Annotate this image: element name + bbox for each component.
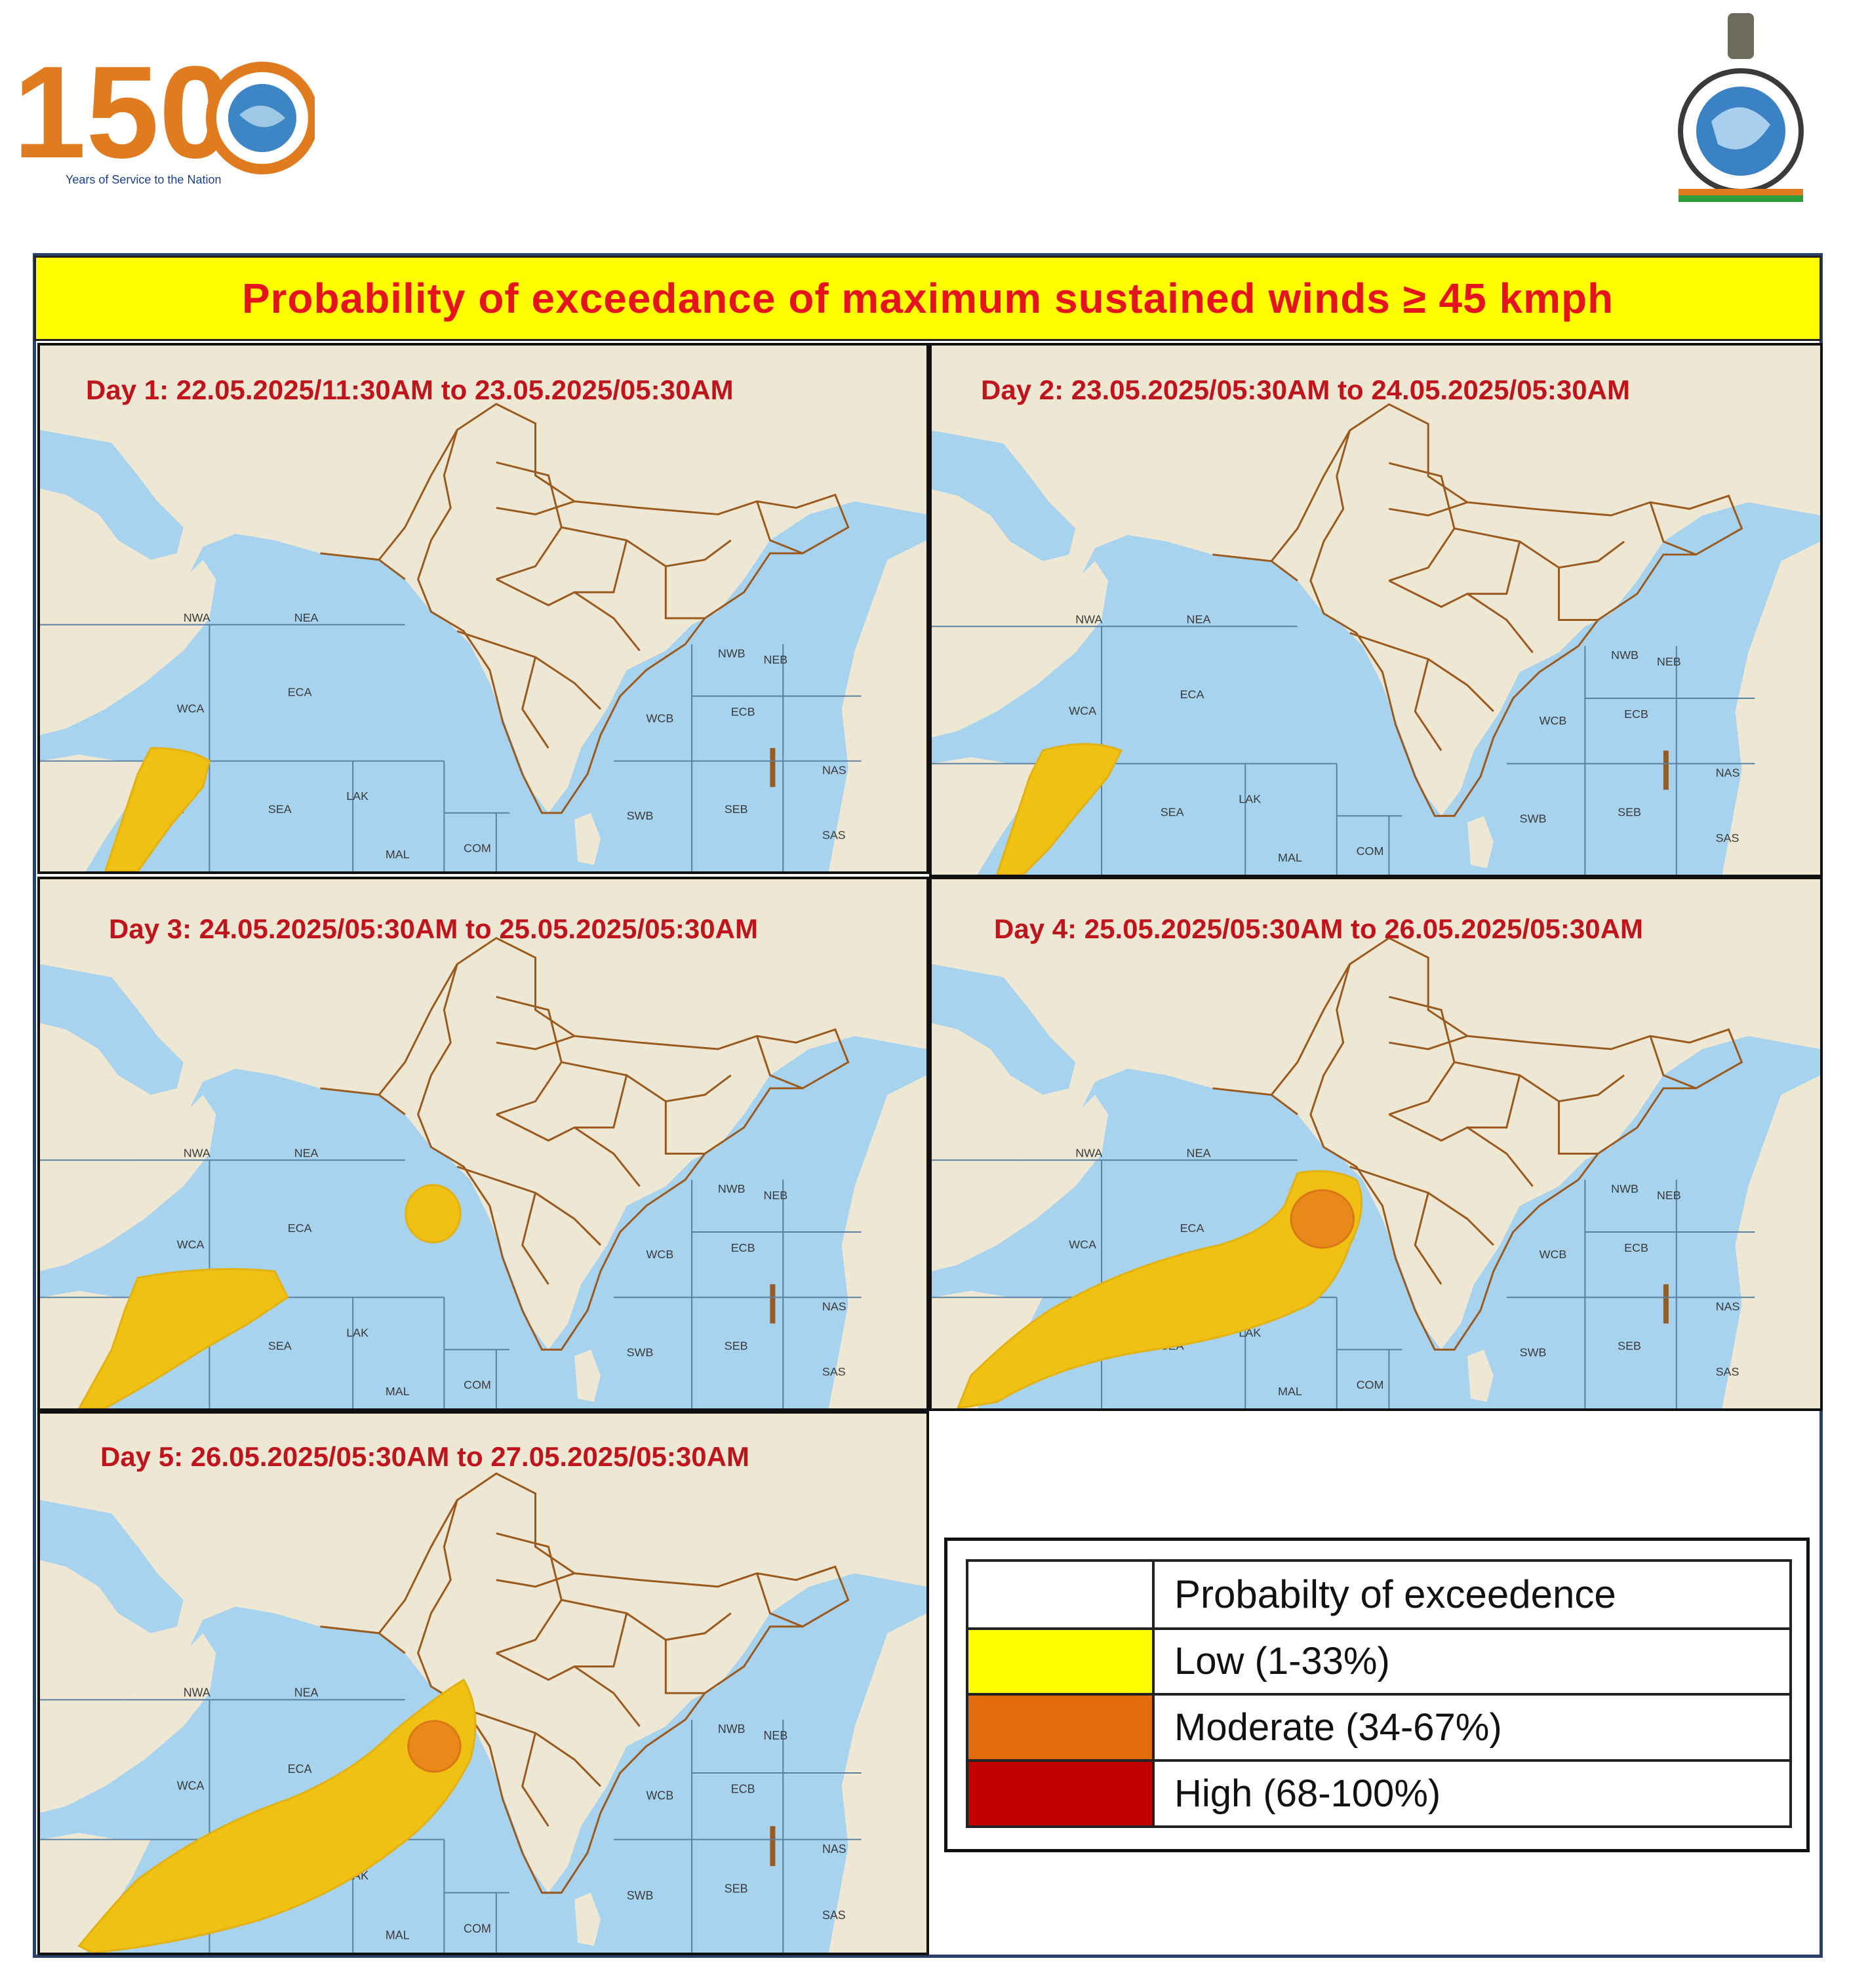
panel-day-1-label: Day 1: 22.05.2025/11:30AM to 23.05.2025/… — [86, 374, 734, 405]
map-panel-day-3: Day 3: 24.05.2025/05:30AM to 25.05.2025/… — [37, 877, 929, 1411]
legend-header-swatch — [966, 1559, 1155, 1630]
imd-emblem-icon — [1665, 13, 1816, 203]
low-probability-zone — [957, 1170, 1363, 1408]
legend-swatch-low — [966, 1627, 1155, 1696]
map-panel-day-5: Day 5: 26.05.2025/05:30AM to 27.05.2025/… — [37, 1411, 929, 1955]
legend-label-low: Low (1-33%) — [1152, 1627, 1792, 1696]
legend-label-high: High (68-100%) — [1152, 1759, 1792, 1828]
page-title: Probability of exceedance of maximum sus… — [34, 256, 1821, 341]
legend-header: Probabilty of exceedence — [1152, 1559, 1792, 1630]
map-panel-day-1: Day 1: 22.05.2025/11:30AM to 23.05.2025/… — [37, 343, 929, 874]
logo-150-number: 150 — [13, 39, 232, 186]
probability-legend: Probabilty of exceedence Low (1-33%) Mod… — [944, 1538, 1810, 1852]
legend-label-moderate: Moderate (34-67%) — [1152, 1693, 1792, 1762]
logo-caption: Years of Service to the Nation — [66, 173, 221, 186]
low-probability-zone — [77, 1678, 477, 1953]
map-panel-day-2: Day 2: 23.05.2025/05:30AM to 24.05.2025/… — [929, 343, 1823, 877]
legend-swatch-high — [966, 1759, 1155, 1828]
low-probability-zone — [996, 743, 1123, 875]
moderate-probability-zone — [407, 1720, 462, 1773]
panel-day-4-label: Day 4: 25.05.2025/05:30AM to 26.05.2025/… — [994, 913, 1643, 944]
imd-150-years-logo: 150 Years of Service to the Nation — [13, 33, 319, 190]
panel-day-5-label: Day 5: 26.05.2025/05:30AM to 27.05.2025/… — [100, 1441, 749, 1472]
legend-swatch-moderate — [966, 1693, 1155, 1762]
panel-day-2-label: Day 2: 23.05.2025/05:30AM to 24.05.2025/… — [981, 374, 1630, 405]
low-probability-zone — [77, 1267, 289, 1408]
panel-day-3-label: Day 3: 24.05.2025/05:30AM to 25.05.2025/… — [109, 913, 758, 944]
moderate-probability-zone — [1290, 1189, 1355, 1249]
map-panel-day-4: Day 4: 25.05.2025/05:30AM to 26.05.2025/… — [929, 877, 1823, 1411]
low-probability-zone — [405, 1183, 462, 1244]
low-probability-zone — [104, 747, 211, 871]
